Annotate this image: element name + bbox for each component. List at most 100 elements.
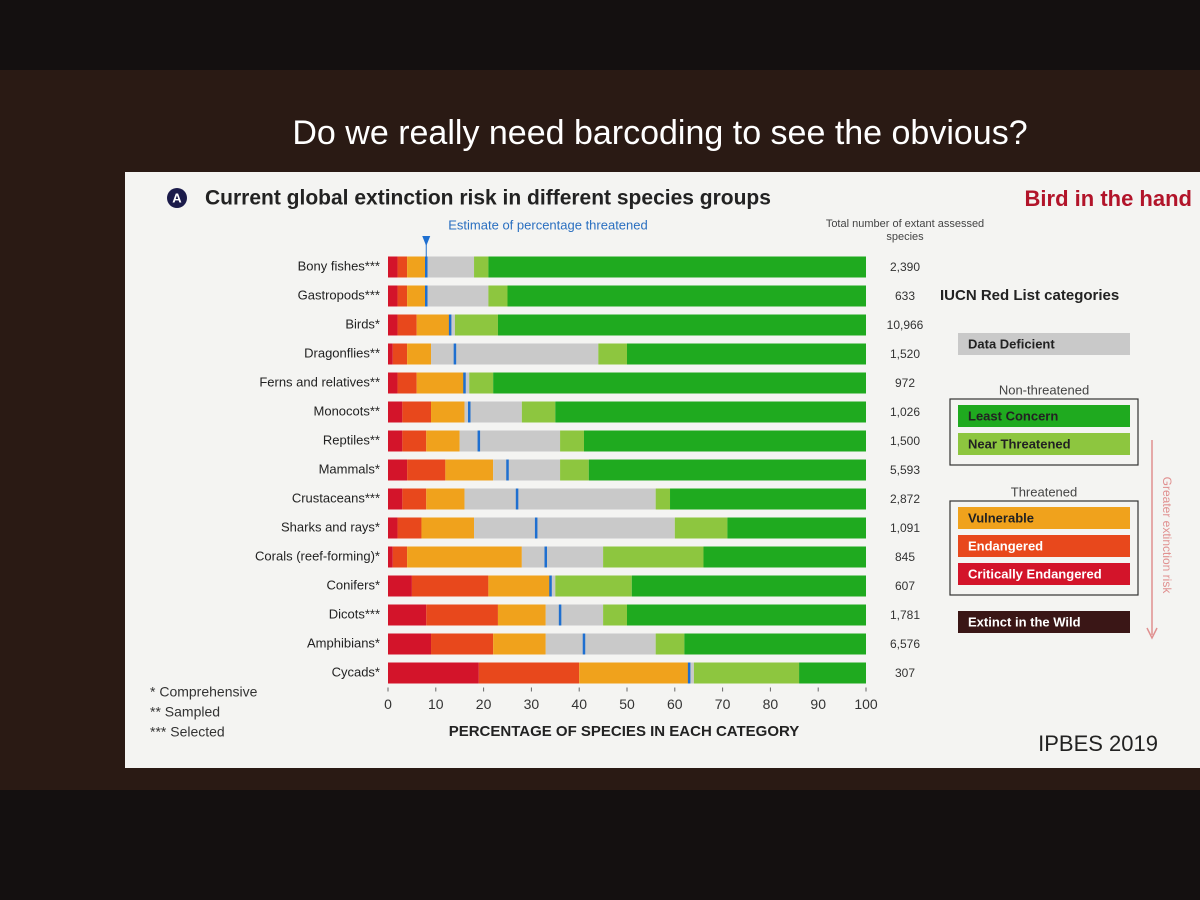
bar-segment	[560, 430, 584, 452]
bar-segment	[397, 285, 408, 307]
legend-swatch	[958, 611, 1130, 633]
total-label: 607	[895, 579, 915, 593]
category-label: Crustaceans***	[292, 490, 380, 505]
bar-segment	[579, 662, 690, 684]
x-tick-label: 30	[524, 696, 540, 712]
bar-segment	[670, 488, 866, 510]
legend-label: Least Concern	[968, 408, 1058, 423]
bar-segment	[497, 314, 866, 336]
bar-segment	[421, 517, 475, 539]
bar-segment	[426, 604, 498, 626]
bar-segment	[426, 285, 489, 307]
legend-swatch	[958, 433, 1130, 455]
bar-segment	[388, 314, 398, 336]
legend-swatch	[958, 333, 1130, 355]
bar-segment	[550, 575, 556, 597]
bar-segment	[588, 459, 866, 481]
bar-segment	[488, 256, 866, 278]
x-tick-label: 80	[763, 696, 779, 712]
legend-group-label: Non-threatened	[999, 382, 1089, 397]
bar-segment	[478, 662, 580, 684]
corner-note: Bird in the hand	[1025, 186, 1192, 211]
bar-segment	[388, 459, 408, 481]
bar-segment	[454, 314, 498, 336]
bar-segment	[627, 604, 866, 626]
bar-segment	[388, 372, 398, 394]
bar-segment	[464, 401, 522, 423]
category-label: Gastropods***	[298, 287, 380, 302]
total-label: 10,966	[887, 318, 924, 332]
bar-segment	[464, 372, 470, 394]
bar-segment	[392, 546, 408, 568]
bar-segment	[402, 401, 432, 423]
x-tick-label: 0	[384, 696, 392, 712]
bar-segment	[397, 314, 417, 336]
bar-segment	[493, 459, 561, 481]
bar-segment	[388, 488, 403, 510]
category-label: Dicots***	[329, 606, 380, 621]
x-tick-label: 60	[667, 696, 683, 712]
bar-segment	[469, 372, 494, 394]
bar-segment	[407, 256, 427, 278]
bar-segment	[388, 256, 398, 278]
legend-group-frame	[949, 398, 1139, 466]
bar-segment	[674, 517, 728, 539]
bar-segment	[431, 633, 494, 655]
totals-header: Total number of extant assessed species	[825, 218, 985, 243]
legend-label: Vulnerable	[968, 510, 1034, 525]
bar-segment	[388, 285, 398, 307]
total-label: 1,026	[890, 405, 920, 419]
footnote: *** Selected	[150, 724, 225, 740]
bar-segment	[497, 604, 546, 626]
bar-segment	[555, 401, 866, 423]
bar-segment	[545, 633, 656, 655]
bar-segment	[402, 430, 427, 452]
total-label: 972	[895, 376, 915, 390]
bar-segment	[426, 430, 460, 452]
bar-segment	[560, 459, 589, 481]
bar-segment	[392, 343, 408, 365]
bar-segment	[388, 604, 427, 626]
category-label: Sharks and rays*	[281, 519, 380, 534]
bar-segment	[388, 401, 403, 423]
legend-group-frame	[949, 500, 1139, 596]
bar-segment	[411, 575, 489, 597]
risk-label: Greater extinction risk	[1160, 477, 1174, 595]
x-tick-label: 100	[854, 696, 878, 712]
bar-segment	[727, 517, 866, 539]
legend-label: Critically Endangered	[968, 566, 1102, 581]
legend-label: Endangered	[968, 538, 1043, 553]
bar-segment	[388, 575, 412, 597]
bar-segment	[493, 633, 546, 655]
bar-segment	[388, 662, 479, 684]
bar-segment	[521, 546, 604, 568]
bar-segment	[388, 633, 432, 655]
source: IPBES 2019	[1038, 731, 1158, 756]
bar-segment	[450, 314, 455, 336]
bar-segment	[799, 662, 866, 684]
category-label: Mammals*	[319, 461, 380, 476]
bar-segment	[655, 633, 685, 655]
risk-arrow-head	[1146, 627, 1158, 640]
category-label: Bony fishes***	[298, 258, 380, 273]
category-label: Conifers*	[327, 577, 380, 592]
bar-segment	[407, 459, 446, 481]
category-label: Cycads*	[332, 664, 380, 679]
bar-segment	[388, 343, 393, 365]
bar-segment	[388, 546, 393, 568]
panel-badge	[167, 188, 187, 208]
bar-segment	[407, 343, 432, 365]
total-label: 307	[895, 666, 915, 680]
bar-segment	[689, 662, 694, 684]
total-label: 845	[895, 550, 915, 564]
total-label: 5,593	[890, 463, 920, 477]
bar-segment	[474, 256, 489, 278]
bar-segment	[416, 372, 465, 394]
bar-segment	[431, 401, 465, 423]
bar-segment	[397, 256, 408, 278]
bar-segment	[397, 372, 417, 394]
total-label: 6,576	[890, 637, 920, 651]
legend-label: Extinct in the Wild	[968, 614, 1081, 629]
legend-label: Data Deficient	[968, 336, 1055, 351]
